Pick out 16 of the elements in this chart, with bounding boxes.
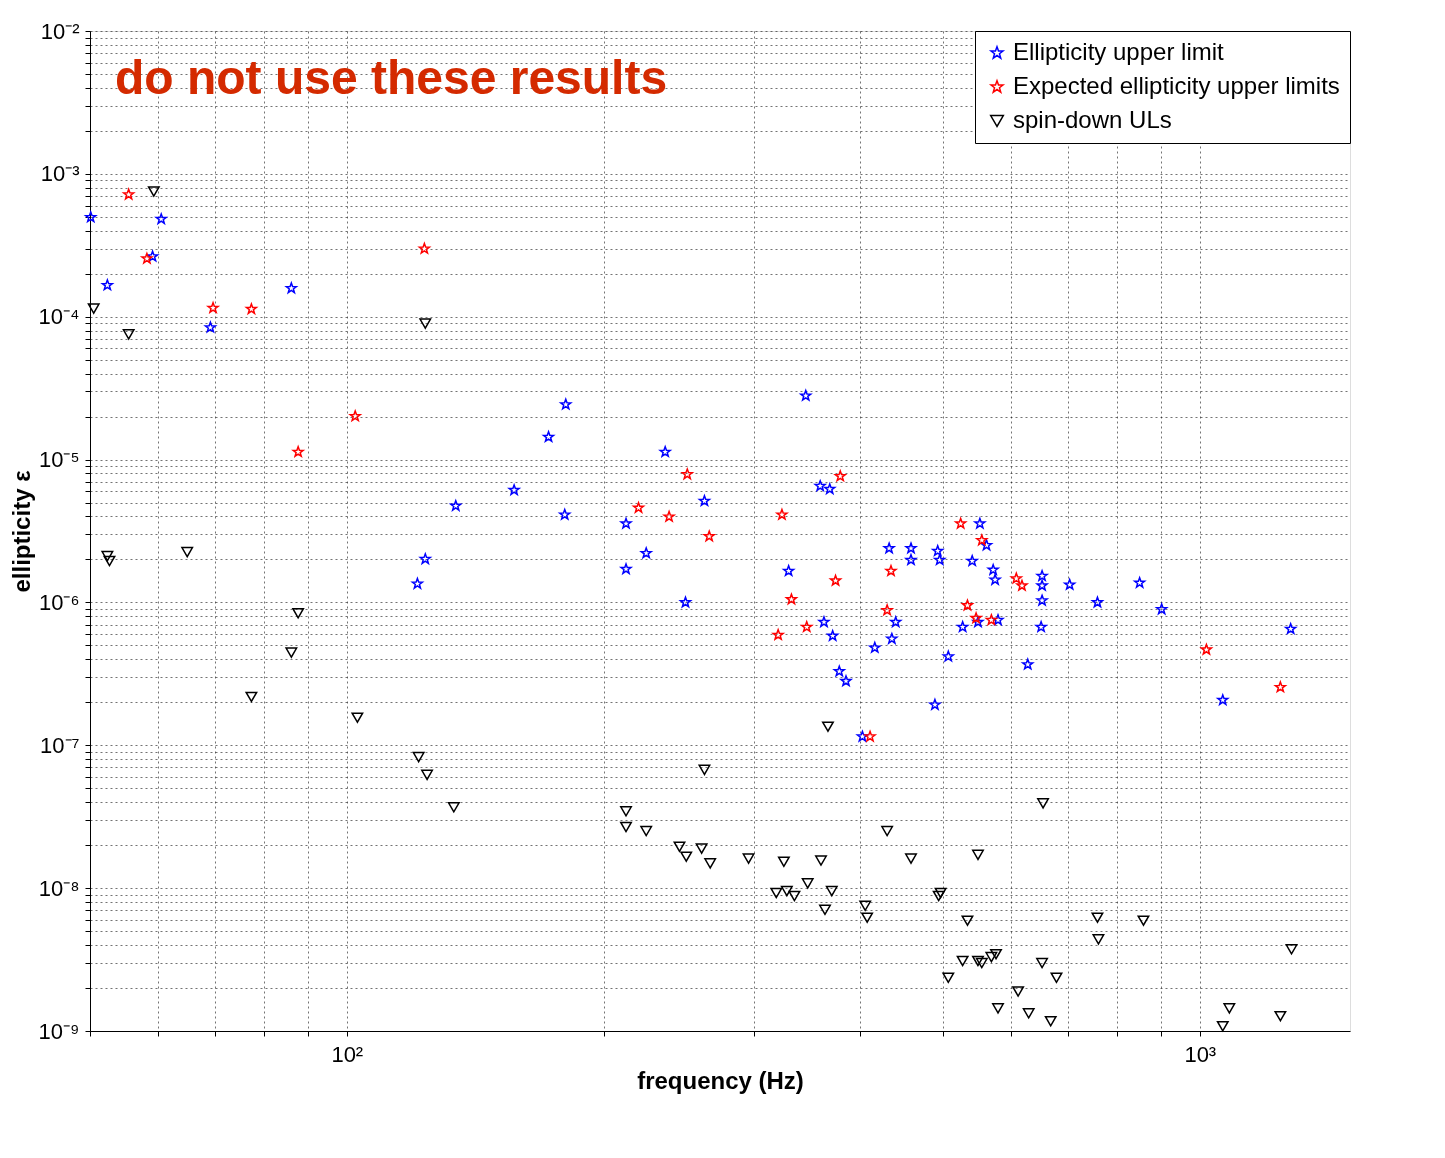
- x-tick-label: 10³: [1184, 1041, 1217, 1067]
- y-tick-label: 10⁻²: [40, 18, 80, 44]
- y-tick-label: 10⁻⁷: [40, 732, 80, 758]
- legend-label: Ellipticity upper limit: [1013, 38, 1225, 65]
- annotation: do not use these results: [115, 51, 668, 104]
- legend-label: Expected ellipticity upper limits: [1013, 72, 1340, 99]
- y-tick-label: 10⁻⁵: [38, 447, 80, 473]
- x-tick-label: 10²: [331, 1041, 364, 1067]
- y-axis-title: ellipticity ε: [7, 470, 35, 593]
- x-axis-title: frequency (Hz): [637, 1066, 804, 1094]
- y-tick-label: 10⁻³: [40, 161, 80, 187]
- legend-label: spin-down ULs: [1013, 106, 1172, 133]
- y-tick-label: 10⁻⁶: [38, 589, 80, 615]
- y-tick-label: 10⁻⁸: [38, 875, 80, 901]
- y-tick-label: 10⁻⁹: [38, 1018, 80, 1044]
- y-tick-label: 10⁻⁴: [38, 304, 80, 330]
